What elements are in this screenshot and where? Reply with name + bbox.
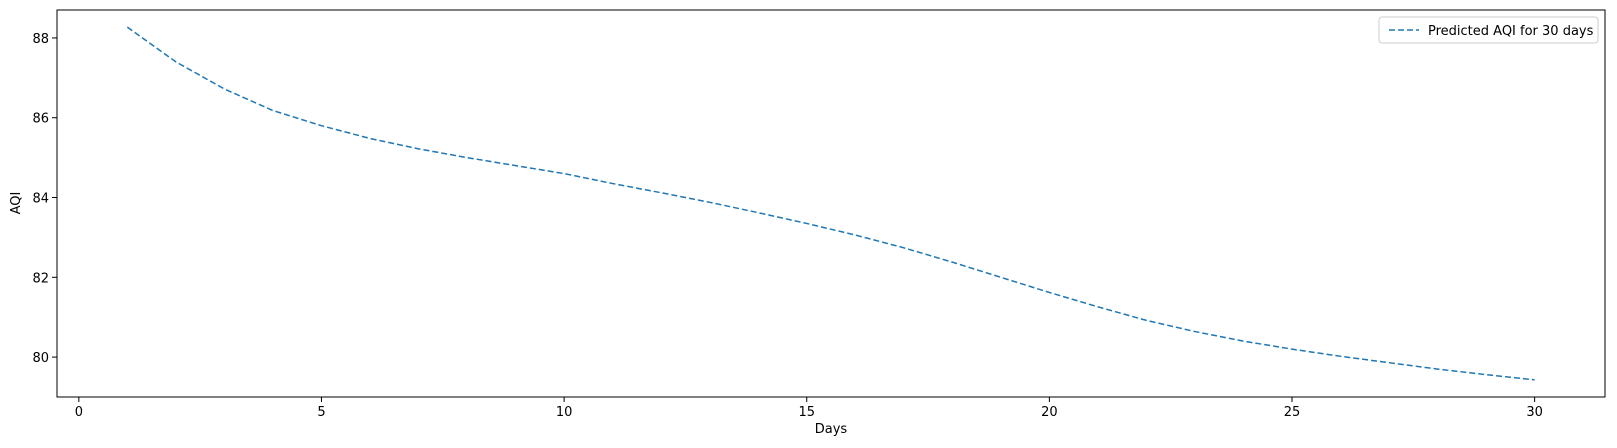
x-axis-label: Days [815, 422, 848, 437]
x-tick-label: 30 [1526, 405, 1543, 420]
y-tick-label: 88 [32, 32, 49, 47]
legend: Predicted AQI for 30 days [1378, 16, 1599, 44]
y-tick-label: 84 [32, 192, 49, 207]
y-axis-label: AQI [9, 192, 24, 215]
plot-frame [56, 9, 1606, 398]
x-tick-label: 25 [1284, 405, 1301, 420]
x-axis-ticks: 0 5 10 15 20 25 30 [75, 397, 1543, 420]
series-layer [126, 26, 1535, 381]
y-tick-label: 86 [32, 112, 49, 127]
legend-box [1378, 16, 1599, 44]
x-tick-label: 20 [1041, 405, 1058, 420]
x-tick-label: 10 [556, 405, 573, 420]
series-line-predicted-aqi [126, 26, 1535, 381]
y-axis-ticks: 80 82 84 86 88 [32, 32, 57, 366]
y-tick-label: 82 [32, 271, 49, 286]
x-tick-label: 0 [75, 405, 83, 420]
y-tick-label: 80 [32, 351, 49, 366]
x-tick-label: 5 [317, 405, 325, 420]
x-tick-label: 15 [798, 405, 815, 420]
legend-label: Predicted AQI for 30 days [1428, 24, 1594, 39]
